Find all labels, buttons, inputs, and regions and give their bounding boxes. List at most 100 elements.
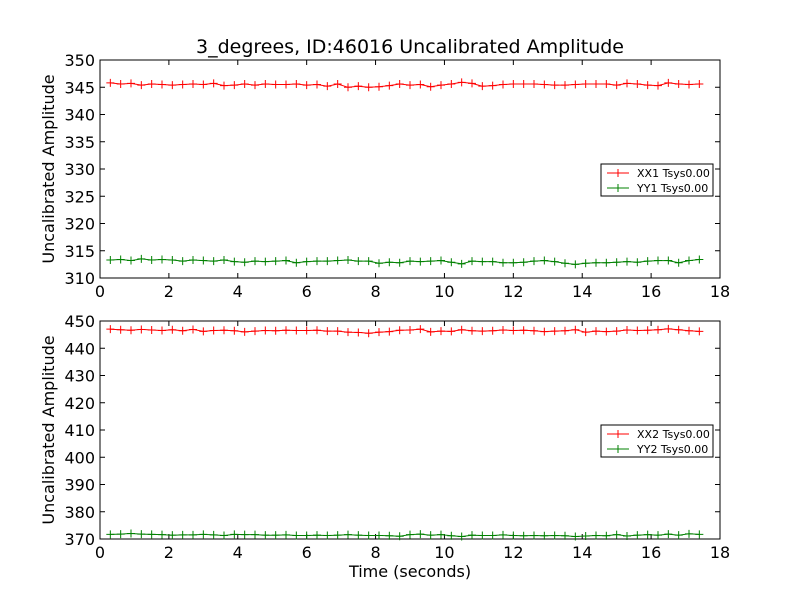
- series-line-2: [110, 532, 700, 538]
- data-point: [220, 531, 228, 540]
- data-point: [478, 531, 487, 540]
- data-point: [685, 529, 693, 538]
- data-point: [550, 257, 559, 266]
- data-point: [199, 256, 208, 265]
- legend-marker: [614, 184, 622, 192]
- data-point: [251, 327, 259, 336]
- x-tick-label: 10: [434, 282, 454, 301]
- data-point: [488, 81, 497, 90]
- data-point: [540, 531, 549, 540]
- data-point: [468, 531, 476, 540]
- data-point: [313, 257, 321, 266]
- data-point: [147, 530, 156, 539]
- data-point: [313, 326, 321, 335]
- data-point: [199, 327, 208, 336]
- data-point: [695, 327, 704, 336]
- data-point: [540, 256, 549, 265]
- x-tick-label: 18: [710, 543, 730, 562]
- data-point: [168, 325, 177, 334]
- data-point: [251, 81, 259, 90]
- data-point: [561, 259, 569, 268]
- x-tick-label: 6: [302, 282, 312, 301]
- data-point: [292, 326, 301, 335]
- data-point: [127, 529, 135, 538]
- data-point: [643, 530, 652, 539]
- data-point: [106, 325, 115, 334]
- data-point: [116, 325, 125, 334]
- data-point: [344, 328, 352, 337]
- x-tick-label: 18: [710, 282, 730, 301]
- data-point: [592, 258, 600, 267]
- data-point: [674, 325, 683, 334]
- data-point: [685, 256, 693, 265]
- legend-label: XX2 Tsys0.00: [637, 428, 710, 441]
- data-point: [499, 258, 507, 267]
- data-point: [127, 79, 135, 88]
- data-point: [375, 531, 383, 540]
- x-tick-label: 16: [641, 543, 661, 562]
- data-point: [137, 81, 146, 90]
- data-point: [561, 531, 569, 540]
- data-point: [364, 531, 373, 540]
- data-point: [209, 326, 218, 335]
- data-point: [364, 329, 373, 338]
- data-point: [685, 80, 693, 89]
- data-point: [509, 531, 518, 540]
- data-point: [375, 259, 383, 268]
- y-tick-label: 390: [64, 476, 95, 495]
- data-point: [230, 530, 239, 539]
- data-point: [364, 257, 373, 266]
- x-tick-label: 14: [572, 282, 592, 301]
- data-point: [695, 530, 704, 539]
- data-point: [478, 82, 487, 91]
- data-point: [426, 531, 435, 540]
- data-point: [457, 325, 466, 334]
- data-point: [612, 81, 621, 90]
- data-point: [602, 258, 611, 267]
- data-point: [437, 81, 445, 90]
- data-point: [426, 257, 435, 266]
- data-point: [406, 81, 414, 90]
- data-point: [592, 79, 600, 88]
- data-point: [168, 256, 177, 265]
- data-point: [116, 255, 125, 264]
- x-tick-label: 4: [233, 543, 243, 562]
- data-point: [147, 256, 156, 265]
- data-point: [519, 326, 528, 335]
- data-point: [643, 326, 652, 335]
- data-point: [571, 80, 580, 89]
- x-tick-label: 0: [95, 543, 105, 562]
- data-point: [282, 80, 290, 89]
- legend-marker: [614, 430, 622, 438]
- data-point: [189, 256, 197, 265]
- data-point: [488, 531, 497, 540]
- data-point: [354, 531, 363, 540]
- y-tick-label: 315: [64, 242, 95, 261]
- data-point: [499, 530, 507, 539]
- legend-marker: [614, 169, 622, 177]
- data-point: [612, 530, 621, 539]
- data-point: [468, 79, 476, 88]
- x-tick-label: 8: [370, 543, 380, 562]
- data-point: [664, 256, 673, 265]
- data-point: [457, 78, 466, 87]
- data-point: [416, 530, 425, 539]
- data-point: [251, 257, 259, 266]
- data-point: [209, 79, 218, 88]
- data-point: [302, 257, 311, 266]
- data-point: [364, 83, 373, 92]
- data-point: [220, 81, 228, 90]
- data-point: [571, 325, 580, 334]
- data-point: [158, 530, 166, 539]
- data-point: [375, 82, 383, 91]
- data-point: [654, 531, 662, 540]
- data-point: [323, 531, 332, 540]
- x-tick-label: 14: [572, 543, 592, 562]
- data-point: [571, 532, 580, 541]
- y-axis-label: Uncalibrated Amplitude: [39, 335, 58, 524]
- y-tick-label: 320: [64, 215, 95, 234]
- data-point: [519, 531, 528, 540]
- data-point: [395, 258, 404, 267]
- data-point: [240, 79, 249, 88]
